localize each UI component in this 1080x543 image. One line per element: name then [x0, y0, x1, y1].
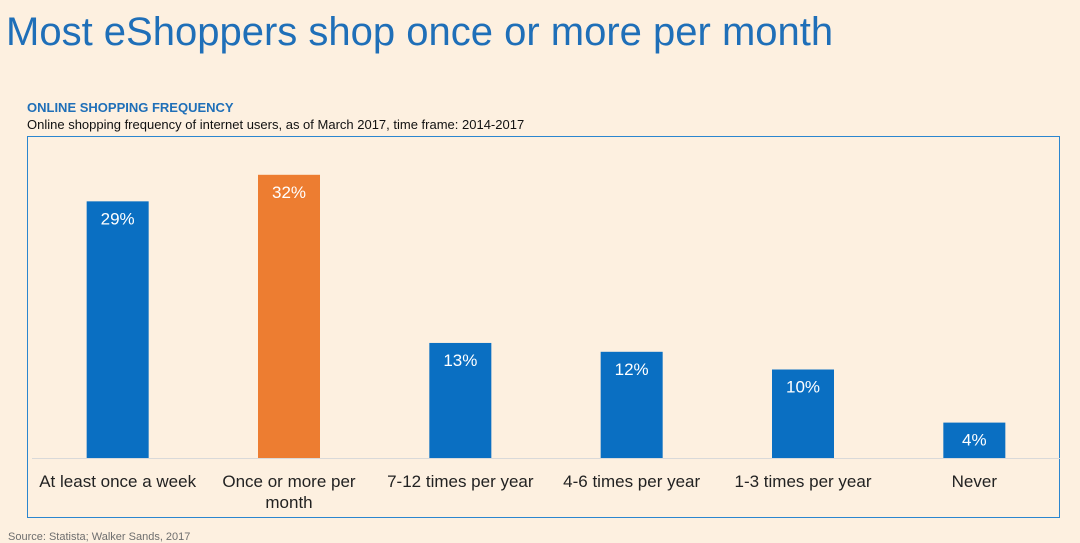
bar-value-label: 12% [615, 360, 649, 379]
bar [943, 422, 1006, 458]
bar [258, 174, 320, 459]
bar [772, 369, 834, 458]
category-label: At least once a week [39, 472, 196, 491]
category-label: Once or more per month [222, 472, 356, 512]
chart-subtitle: Online shopping frequency of internet us… [27, 117, 525, 132]
category-label: Never [952, 472, 998, 491]
category-label: 1-3 times per year [735, 472, 872, 491]
page-title: Most eShoppers shop once or more per mon… [6, 10, 834, 54]
chart-frame [27, 136, 1060, 518]
bar [86, 201, 149, 458]
bar-value-label: 4% [962, 431, 987, 450]
bar-value-label: 29% [101, 209, 135, 228]
bar-value-label: 13% [443, 351, 477, 370]
category-label: 4-6 times per year [563, 472, 700, 491]
bar [429, 342, 492, 458]
source-note: Source: Statista; Walker Sands, 2017 [8, 531, 191, 543]
chart-title: ONLINE SHOPPING FREQUENCY [27, 100, 234, 115]
bar-value-label: 32% [272, 183, 306, 202]
bar [600, 351, 663, 458]
category-label: 7-12 times per year [387, 472, 534, 491]
bar-value-label: 10% [786, 378, 820, 397]
